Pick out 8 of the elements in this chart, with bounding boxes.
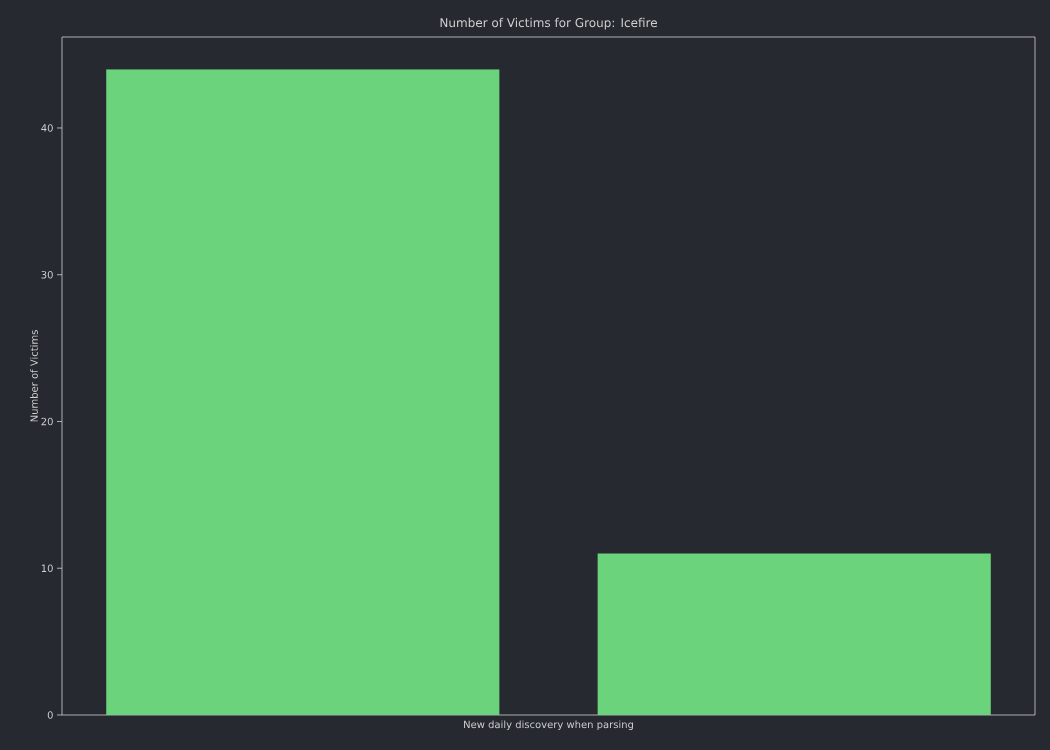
y-tick-label: 0 [47,711,53,719]
y-tick-label: 20 [41,417,53,426]
y-tick-label: 40 [41,124,53,132]
y-tick-label: 30 [41,270,53,279]
chart-title: Number of Victims for Group: Icefire [440,17,657,30]
x-axis-title: New daily discovery when parsing [464,720,634,731]
y-tick-label: 10 [41,564,53,573]
y-axis-title: Number of Victims [30,330,38,422]
